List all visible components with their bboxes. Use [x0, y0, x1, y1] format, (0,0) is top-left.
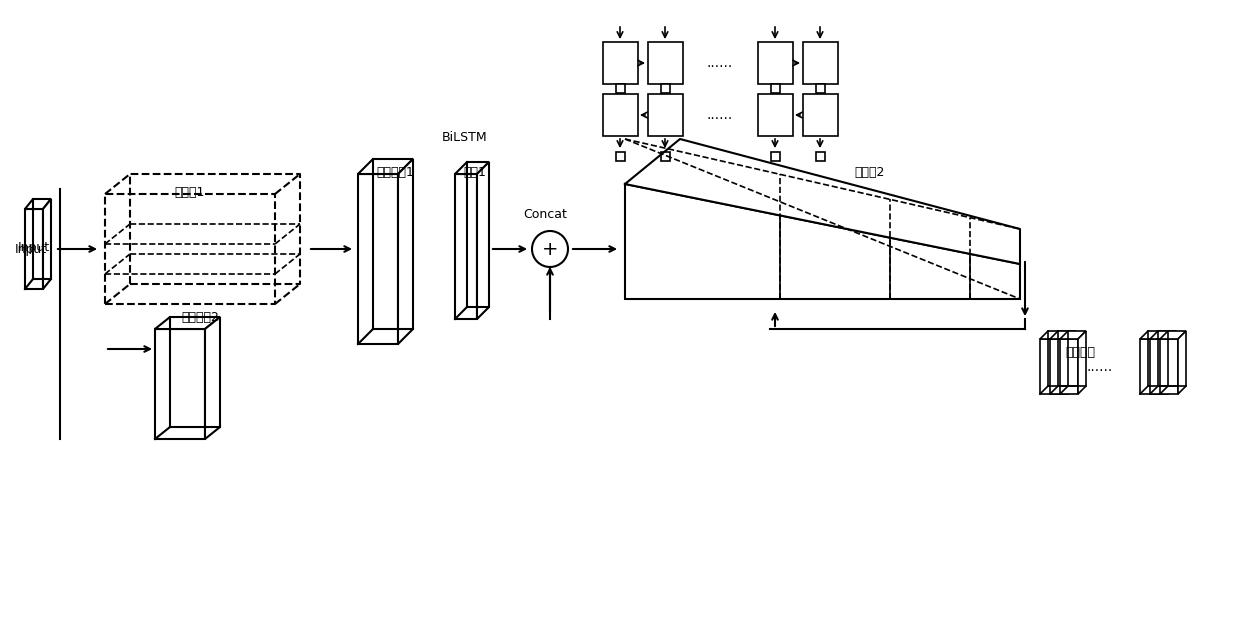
Text: 特征序列: 特征序列	[1065, 346, 1095, 359]
Polygon shape	[1068, 331, 1076, 394]
Bar	[758, 42, 794, 84]
Text: +: +	[542, 240, 558, 259]
Polygon shape	[1140, 339, 1158, 394]
Text: 卷积1: 卷积1	[464, 166, 486, 179]
Bar	[816, 84, 825, 93]
Polygon shape	[25, 199, 51, 209]
Polygon shape	[43, 199, 51, 289]
Polygon shape	[1140, 331, 1166, 339]
Text: 卷积组2: 卷积组2	[854, 166, 885, 179]
Bar	[603, 94, 639, 136]
Polygon shape	[1060, 331, 1086, 339]
Polygon shape	[1158, 331, 1166, 394]
Bar	[816, 152, 825, 161]
Bar	[758, 94, 794, 136]
Text: 转置卷积1: 转置卷积1	[376, 166, 414, 179]
Text: ......: ......	[707, 56, 733, 70]
Polygon shape	[1058, 331, 1066, 394]
Polygon shape	[477, 162, 489, 319]
Bar	[804, 42, 838, 84]
Polygon shape	[155, 329, 205, 439]
Text: ......: ......	[707, 108, 733, 122]
Polygon shape	[398, 159, 413, 344]
Bar	[616, 84, 625, 93]
Polygon shape	[1178, 331, 1185, 394]
Bar	[661, 152, 670, 161]
Polygon shape	[625, 184, 1021, 299]
Polygon shape	[1149, 331, 1176, 339]
Bar	[603, 42, 639, 84]
Text: Concat: Concat	[523, 208, 567, 221]
Text: 转置卷积2: 转置卷积2	[181, 311, 219, 324]
Bar	[804, 94, 838, 136]
Bar	[661, 84, 670, 93]
Polygon shape	[625, 139, 1021, 264]
Polygon shape	[155, 317, 219, 329]
Polygon shape	[358, 174, 398, 344]
Text: Input: Input	[15, 242, 47, 256]
Circle shape	[532, 231, 568, 267]
Polygon shape	[1040, 331, 1066, 339]
Text: Input: Input	[19, 240, 50, 254]
Polygon shape	[455, 174, 477, 319]
Polygon shape	[1060, 339, 1078, 394]
Polygon shape	[1040, 339, 1058, 394]
Bar	[616, 152, 625, 161]
Polygon shape	[1050, 331, 1076, 339]
Polygon shape	[455, 162, 489, 174]
Polygon shape	[1168, 331, 1176, 394]
Bar	[771, 84, 780, 93]
Polygon shape	[1050, 339, 1068, 394]
Polygon shape	[358, 159, 413, 174]
Polygon shape	[1149, 339, 1168, 394]
Text: BiLSTM: BiLSTM	[443, 131, 487, 144]
Bar	[649, 94, 683, 136]
Text: 卷积组1: 卷积组1	[175, 186, 205, 199]
Polygon shape	[205, 317, 219, 439]
Bar	[771, 152, 780, 161]
Text: ......: ......	[1087, 360, 1114, 374]
Polygon shape	[1078, 331, 1086, 394]
Bar	[649, 42, 683, 84]
Polygon shape	[1159, 331, 1185, 339]
Polygon shape	[25, 209, 43, 289]
Polygon shape	[1159, 339, 1178, 394]
